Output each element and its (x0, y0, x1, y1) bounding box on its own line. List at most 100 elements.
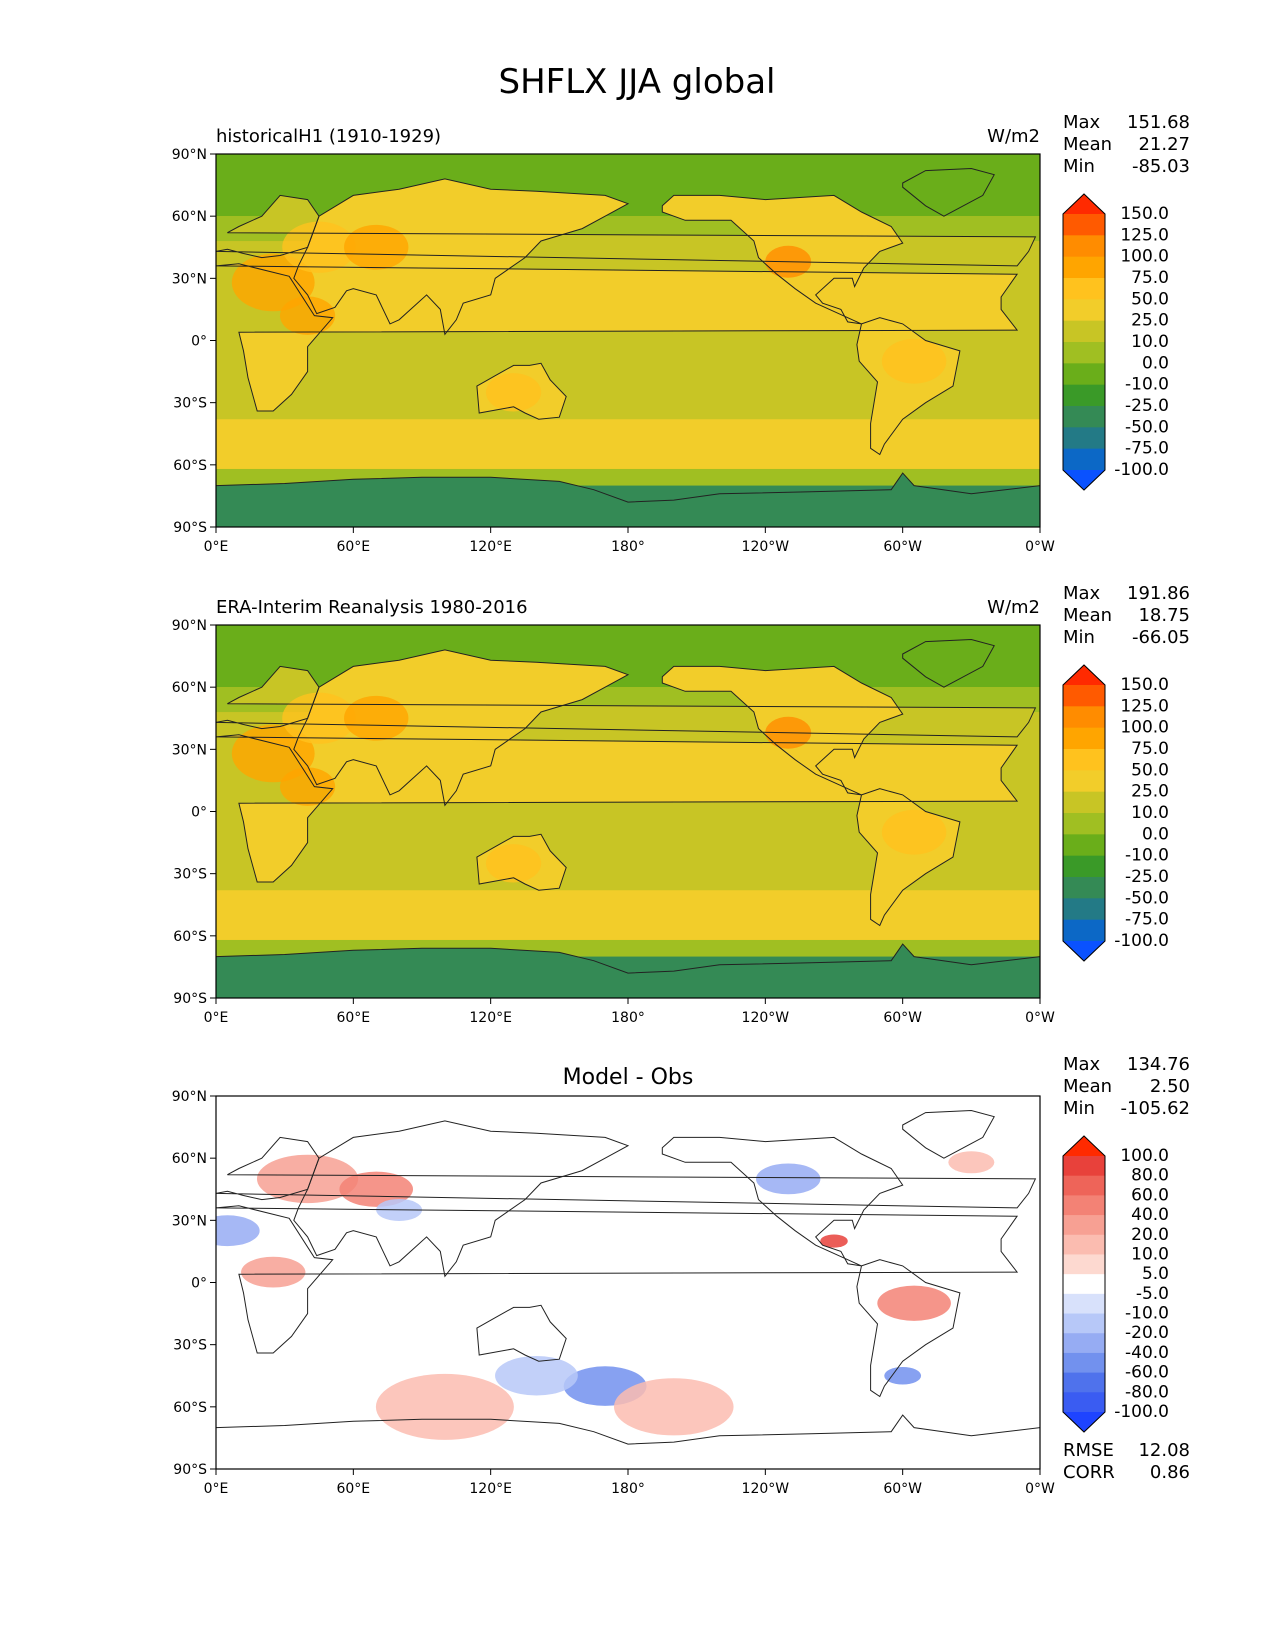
y-tick-label: 60°N (172, 680, 207, 696)
heat-region (282, 221, 356, 273)
colorbar: 100.080.060.040.020.010.05.0-5.0-10.0-20… (1062, 1135, 1169, 1433)
colorbar-label: -10.0 (1125, 375, 1169, 395)
colorbar-segment (1063, 685, 1105, 707)
colorbar-segment (1063, 256, 1105, 279)
colorbar-segment (1063, 320, 1105, 343)
coastline-southamerica (856, 317, 961, 456)
heat-region (279, 767, 336, 806)
colorbar-segment (1063, 342, 1105, 364)
anomaly-region (495, 1355, 578, 1396)
x-tick-label: 120°E (469, 1481, 512, 1497)
map-field (216, 625, 1040, 998)
colorbar-segment (1063, 299, 1105, 322)
x-tick-label: 0°W (1025, 539, 1055, 555)
colorbar-extend-min (1063, 1412, 1105, 1432)
y-tick-label: 60°N (172, 209, 207, 225)
stat-label: Min (1063, 1098, 1095, 1119)
y-tick-label: 60°S (173, 458, 207, 474)
colorbar-label: -50.0 (1125, 417, 1169, 437)
coastline-africa (216, 734, 1019, 883)
latitude-band (216, 890, 1040, 940)
x-tick-label: 0°E (204, 1010, 229, 1026)
y-tick-label: 30°N (172, 271, 207, 287)
heat-region (881, 809, 947, 855)
y-tick-label: 90°S (173, 520, 207, 536)
colorbar-label: 50.0 (1131, 289, 1169, 309)
x-tick-label: 60°W (883, 1481, 922, 1497)
x-tick-label: 60°W (883, 539, 922, 555)
land-greenland (902, 168, 995, 217)
colorbar-extend-min (1063, 470, 1105, 490)
y-tick-label: 90°S (173, 1462, 207, 1478)
anomaly-region (820, 1234, 848, 1248)
colorbar-outline (1062, 664, 1106, 962)
anomaly-region (241, 1256, 306, 1288)
colorbar-label: 20.0 (1131, 1225, 1169, 1245)
metric-value: 0.86 (1150, 1462, 1190, 1483)
x-tick-label: 180° (611, 539, 645, 555)
colorbar-segment (1063, 1392, 1105, 1413)
colorbar-label: 75.0 (1131, 268, 1169, 288)
coastline-asia (293, 1120, 630, 1278)
colorbar-segment (1063, 898, 1105, 921)
map-field (216, 154, 1040, 527)
colorbar-label: 60.0 (1131, 1185, 1169, 1205)
heat-region (344, 695, 409, 741)
colorbar-label: -40.0 (1125, 1343, 1169, 1363)
colorbar-outline (1062, 193, 1106, 491)
x-tick-label: 0°W (1025, 1481, 1055, 1497)
colorbar-extend-max (1063, 1136, 1105, 1156)
colorbar-segment (1063, 278, 1105, 300)
y-tick-label: 0° (191, 805, 207, 821)
stat-value: 151.68 (1127, 112, 1190, 133)
colorbar-segment (1063, 706, 1105, 729)
y-tick-label: 90°N (172, 147, 207, 163)
colorbar-label: -80.0 (1125, 1382, 1169, 1402)
colorbar-segment (1063, 448, 1105, 471)
coastline-australia (476, 362, 567, 420)
coastline-greenland (902, 1109, 995, 1159)
heat-region (231, 253, 315, 312)
colorbar-segment (1063, 1175, 1105, 1196)
y-tick-label: 60°N (172, 1151, 207, 1167)
stat-value: 18.75 (1138, 605, 1190, 626)
y-tick-label: 90°S (173, 991, 207, 1007)
stat-label: Max (1063, 583, 1101, 604)
panel-title: Model - Obs (563, 1065, 694, 1090)
colorbar-segment (1063, 1195, 1105, 1216)
colorbar-label: 75.0 (1131, 739, 1169, 759)
anomaly-region (948, 1151, 995, 1174)
coastline-northamerica (661, 194, 904, 325)
anomaly-region (256, 1154, 359, 1204)
colorbar-label: -75.0 (1125, 910, 1169, 930)
coastline-northamerica (661, 1136, 904, 1267)
y-tick-label: 30°N (172, 742, 207, 758)
y-tick-label: 90°N (172, 618, 207, 634)
stat-value: -85.03 (1132, 156, 1190, 177)
colorbar-outline (1062, 1135, 1106, 1433)
stat-value: 21.27 (1138, 134, 1190, 155)
coastline-australia (476, 833, 567, 891)
heat-region (881, 338, 947, 384)
colorbar-segment (1063, 1313, 1105, 1334)
y-tick-label: 0° (191, 1276, 207, 1292)
colorbar-segment (1063, 1372, 1105, 1393)
heat-region (279, 296, 336, 335)
coastline-asia (293, 178, 630, 336)
colorbar-segment (1063, 406, 1105, 428)
map-panel-3: Model - Obs 90°N 60°N 30°N 0° 30°S 60°S 90°S 0°E… (172, 1054, 1190, 1497)
x-tick-label: 60°E (336, 1010, 370, 1026)
map-panel-1: historicalH1 (1910-1929) W/m2 90°N 60°N 30°N… (172, 112, 1190, 555)
anomaly-region (877, 1285, 951, 1321)
coastline-antarctica (216, 1414, 1040, 1469)
x-tick-label: 180° (611, 1481, 645, 1497)
panel-title: historicalH1 (1910-1929) (216, 126, 441, 147)
colorbar-label: -100.0 (1114, 460, 1169, 480)
panel-title: ERA-Interim Reanalysis 1980-2016 (216, 597, 528, 618)
coastline-europe (216, 1136, 1037, 1209)
anomaly-region (884, 1366, 922, 1385)
colorbar-segment (1063, 384, 1105, 407)
stat-label: Mean (1063, 1076, 1112, 1097)
stat-value: -66.05 (1132, 627, 1190, 648)
